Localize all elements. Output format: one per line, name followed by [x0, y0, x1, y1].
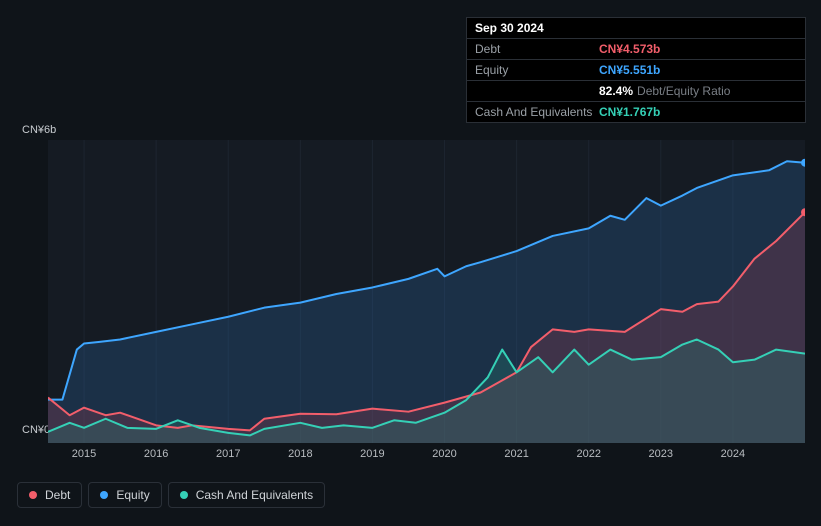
tooltip-row-equity: Equity CN¥5.551b — [467, 60, 805, 81]
chart-plot-area[interactable] — [48, 140, 805, 443]
legend-dot-icon — [180, 491, 188, 499]
legend: Debt Equity Cash And Equivalents — [17, 482, 325, 508]
tooltip-label: Cash And Equivalents — [475, 105, 599, 119]
xaxis: 2015 2016 2017 2018 2019 2020 2021 2022 2023 2024 — [48, 448, 805, 464]
legend-label: Cash And Equivalents — [196, 488, 313, 502]
tooltip-suffix: Debt/Equity Ratio — [637, 84, 730, 98]
xaxis-tick: 2019 — [360, 448, 384, 460]
tooltip-value: CN¥5.551b — [599, 63, 660, 77]
xaxis-tick: 2020 — [432, 448, 456, 460]
tooltip-value: 82.4% — [599, 84, 633, 98]
chart-tooltip: Sep 30 2024 Debt CN¥4.573b Equity CN¥5.5… — [466, 17, 806, 123]
legend-item-cash[interactable]: Cash And Equivalents — [168, 482, 325, 508]
tooltip-value: CN¥4.573b — [599, 42, 660, 56]
xaxis-tick: 2018 — [288, 448, 312, 460]
tooltip-date: Sep 30 2024 — [475, 21, 544, 35]
tooltip-label — [475, 84, 599, 98]
tooltip-date-row: Sep 30 2024 — [467, 18, 805, 39]
tooltip-row-debt: Debt CN¥4.573b — [467, 39, 805, 60]
legend-label: Equity — [116, 488, 149, 502]
legend-dot-icon — [100, 491, 108, 499]
yaxis-top-label: CN¥6b — [22, 124, 56, 136]
xaxis-tick: 2017 — [216, 448, 240, 460]
tooltip-row-cash: Cash And Equivalents CN¥1.767b — [467, 102, 805, 122]
xaxis-tick: 2023 — [649, 448, 673, 460]
yaxis-bottom-label: CN¥0 — [22, 424, 50, 436]
legend-dot-icon — [29, 491, 37, 499]
tooltip-label: Debt — [475, 42, 599, 56]
xaxis-tick: 2021 — [504, 448, 528, 460]
tooltip-row-ratio: 82.4% Debt/Equity Ratio — [467, 81, 805, 102]
xaxis-tick: 2022 — [576, 448, 600, 460]
legend-label: Debt — [45, 488, 70, 502]
legend-item-equity[interactable]: Equity — [88, 482, 161, 508]
chart-svg — [48, 140, 805, 443]
legend-item-debt[interactable]: Debt — [17, 482, 82, 508]
chart-root: { "tooltip": { "date": "Sep 30 2024", "r… — [0, 0, 821, 526]
xaxis-tick: 2015 — [72, 448, 96, 460]
xaxis-tick: 2016 — [144, 448, 168, 460]
tooltip-value: CN¥1.767b — [599, 105, 660, 119]
xaxis-tick: 2024 — [721, 448, 745, 460]
tooltip-label: Equity — [475, 63, 599, 77]
